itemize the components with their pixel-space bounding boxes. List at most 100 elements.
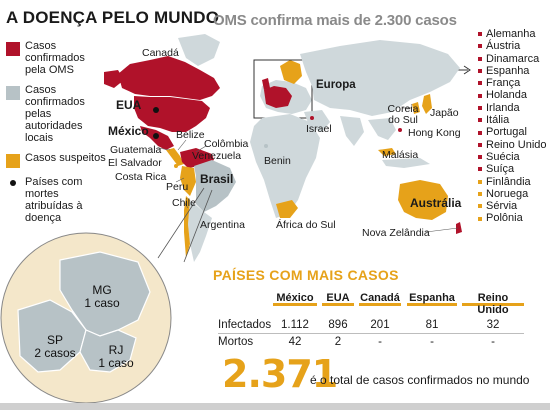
inset-sp-label: SP 2 casos <box>30 334 80 360</box>
japan-shape <box>422 94 432 114</box>
korea-shape <box>412 102 420 114</box>
chile-leader <box>183 201 189 209</box>
legend-label: Casos suspeitos <box>25 152 106 164</box>
usa-shape <box>134 96 210 132</box>
list-item: Portugal <box>478 126 547 138</box>
scandinavia-shape <box>280 60 302 84</box>
country-name: Áustria <box>486 40 521 53</box>
list-item: Polônia <box>478 212 547 224</box>
malaysia-shape <box>378 148 396 156</box>
list-item: Itália <box>478 114 547 126</box>
greenland-shape <box>178 34 220 66</box>
list-item: França <box>478 77 547 89</box>
table-cell: 201 <box>370 319 390 331</box>
country-name: Finlândia <box>486 175 531 188</box>
bullet-icon <box>478 216 482 221</box>
europe-arrow-icon <box>463 65 471 75</box>
death-marker-eua <box>153 107 159 113</box>
country-name: Polônia <box>486 212 523 225</box>
label-mexico: México <box>108 124 149 138</box>
list-item: Dinamarca <box>478 53 547 65</box>
country-name: Suécia <box>486 150 520 163</box>
country-name: Espanha <box>486 64 530 77</box>
state-name: MG <box>92 283 112 297</box>
table-cell: 2 <box>334 336 342 348</box>
table-cell: 1.112 <box>281 319 309 331</box>
section-title: PAÍSES COM MAIS CASOS <box>213 267 399 283</box>
death-marker-mexico <box>153 133 159 139</box>
label-nova-zelandia: Nova Zelândia <box>362 227 430 239</box>
country-name: Suíça <box>486 163 515 176</box>
state-cases: 1 caso <box>98 356 134 370</box>
country-name: Portugal <box>486 126 527 139</box>
inset-mg-label: MG 1 caso <box>82 284 122 310</box>
peru-shape <box>180 166 196 196</box>
bullet-icon <box>478 204 482 209</box>
country-name: França <box>486 77 521 90</box>
legend: Casos confirmados pela OMS Casos confirm… <box>6 40 106 232</box>
southeast-asia-shape <box>368 118 396 140</box>
hongkong-dot <box>398 128 402 132</box>
australia-shape <box>398 180 448 220</box>
label-peru: Peru <box>166 181 189 193</box>
label-benin: Benin <box>264 155 291 167</box>
list-item: Alemanha <box>478 28 547 40</box>
indonesia-shape <box>382 158 430 168</box>
bullet-icon <box>478 118 482 123</box>
nz-leader <box>425 227 459 233</box>
label-australia: Austrália <box>410 196 462 210</box>
label-chile: Chile <box>172 197 196 209</box>
column-header: México <box>273 292 317 306</box>
costarica-dot <box>174 164 178 168</box>
list-item: Suíça <box>478 163 547 175</box>
list-item: Irlanda <box>478 102 547 114</box>
central-america-shape <box>166 148 184 166</box>
label-guatemala: Guatemala <box>110 144 162 156</box>
country-name: Itália <box>486 114 510 127</box>
legend-item-deaths: Países com mortes atribuídas à doença <box>6 176 106 224</box>
guatemala-leader <box>157 147 171 151</box>
country-name: Alemanha <box>486 28 536 40</box>
bullet-icon <box>478 32 482 37</box>
label-eua: EUA <box>116 98 142 112</box>
table-cell: - <box>378 336 382 348</box>
bullet-icon <box>478 130 482 135</box>
label-japao: Japão <box>430 107 459 119</box>
state-cases: 2 casos <box>34 346 76 360</box>
inset-connector-1 <box>157 187 205 259</box>
country-name: Irlanda <box>486 101 520 114</box>
bottom-bar <box>0 403 550 410</box>
label-hong-kong: Hong Kong <box>408 127 461 139</box>
legend-label: Casos confirmados pelas autoridades loca… <box>25 84 85 144</box>
list-item: Áustria <box>478 40 547 52</box>
column-header: Reino Unido <box>462 292 524 316</box>
table-cell: - <box>491 336 495 348</box>
bullet-icon <box>478 155 482 160</box>
inset-connector-2 <box>183 189 213 263</box>
peru-leader <box>175 177 185 183</box>
label-israel: Israel <box>306 123 332 135</box>
europe-country-list: Alemanha Áustria Dinamarca Espanha Franç… <box>478 28 547 225</box>
table-cell: 32 <box>486 319 500 331</box>
page-title: A DOENÇA PELO MUNDO <box>6 8 220 27</box>
country-name: Noruega <box>486 187 529 200</box>
canada-shape <box>118 56 220 100</box>
state-cases: 1 caso <box>84 296 120 310</box>
bullet-icon <box>478 105 482 110</box>
total-value: 2.371 <box>222 352 338 396</box>
legend-label: Casos confirmados pela OMS <box>25 40 85 76</box>
country-name: Holanda <box>486 89 527 102</box>
list-item: Finlândia <box>478 176 547 188</box>
state-name: SP <box>46 333 63 347</box>
table-cell: - <box>430 336 434 348</box>
country-name: Sérvia <box>486 200 518 213</box>
europe-cases-shape <box>264 86 292 108</box>
legend-label: Países com mortes atribuídas à doença <box>25 176 83 224</box>
column-header: Canadá <box>359 292 401 306</box>
alaska-shape <box>104 70 124 88</box>
africa-shape <box>250 114 320 218</box>
belize-leader <box>177 139 187 151</box>
list-item: Sérvia <box>478 200 547 212</box>
legend-item-confirmed-who: Casos confirmados pela OMS <box>6 40 106 76</box>
list-item: Noruega <box>478 188 547 200</box>
